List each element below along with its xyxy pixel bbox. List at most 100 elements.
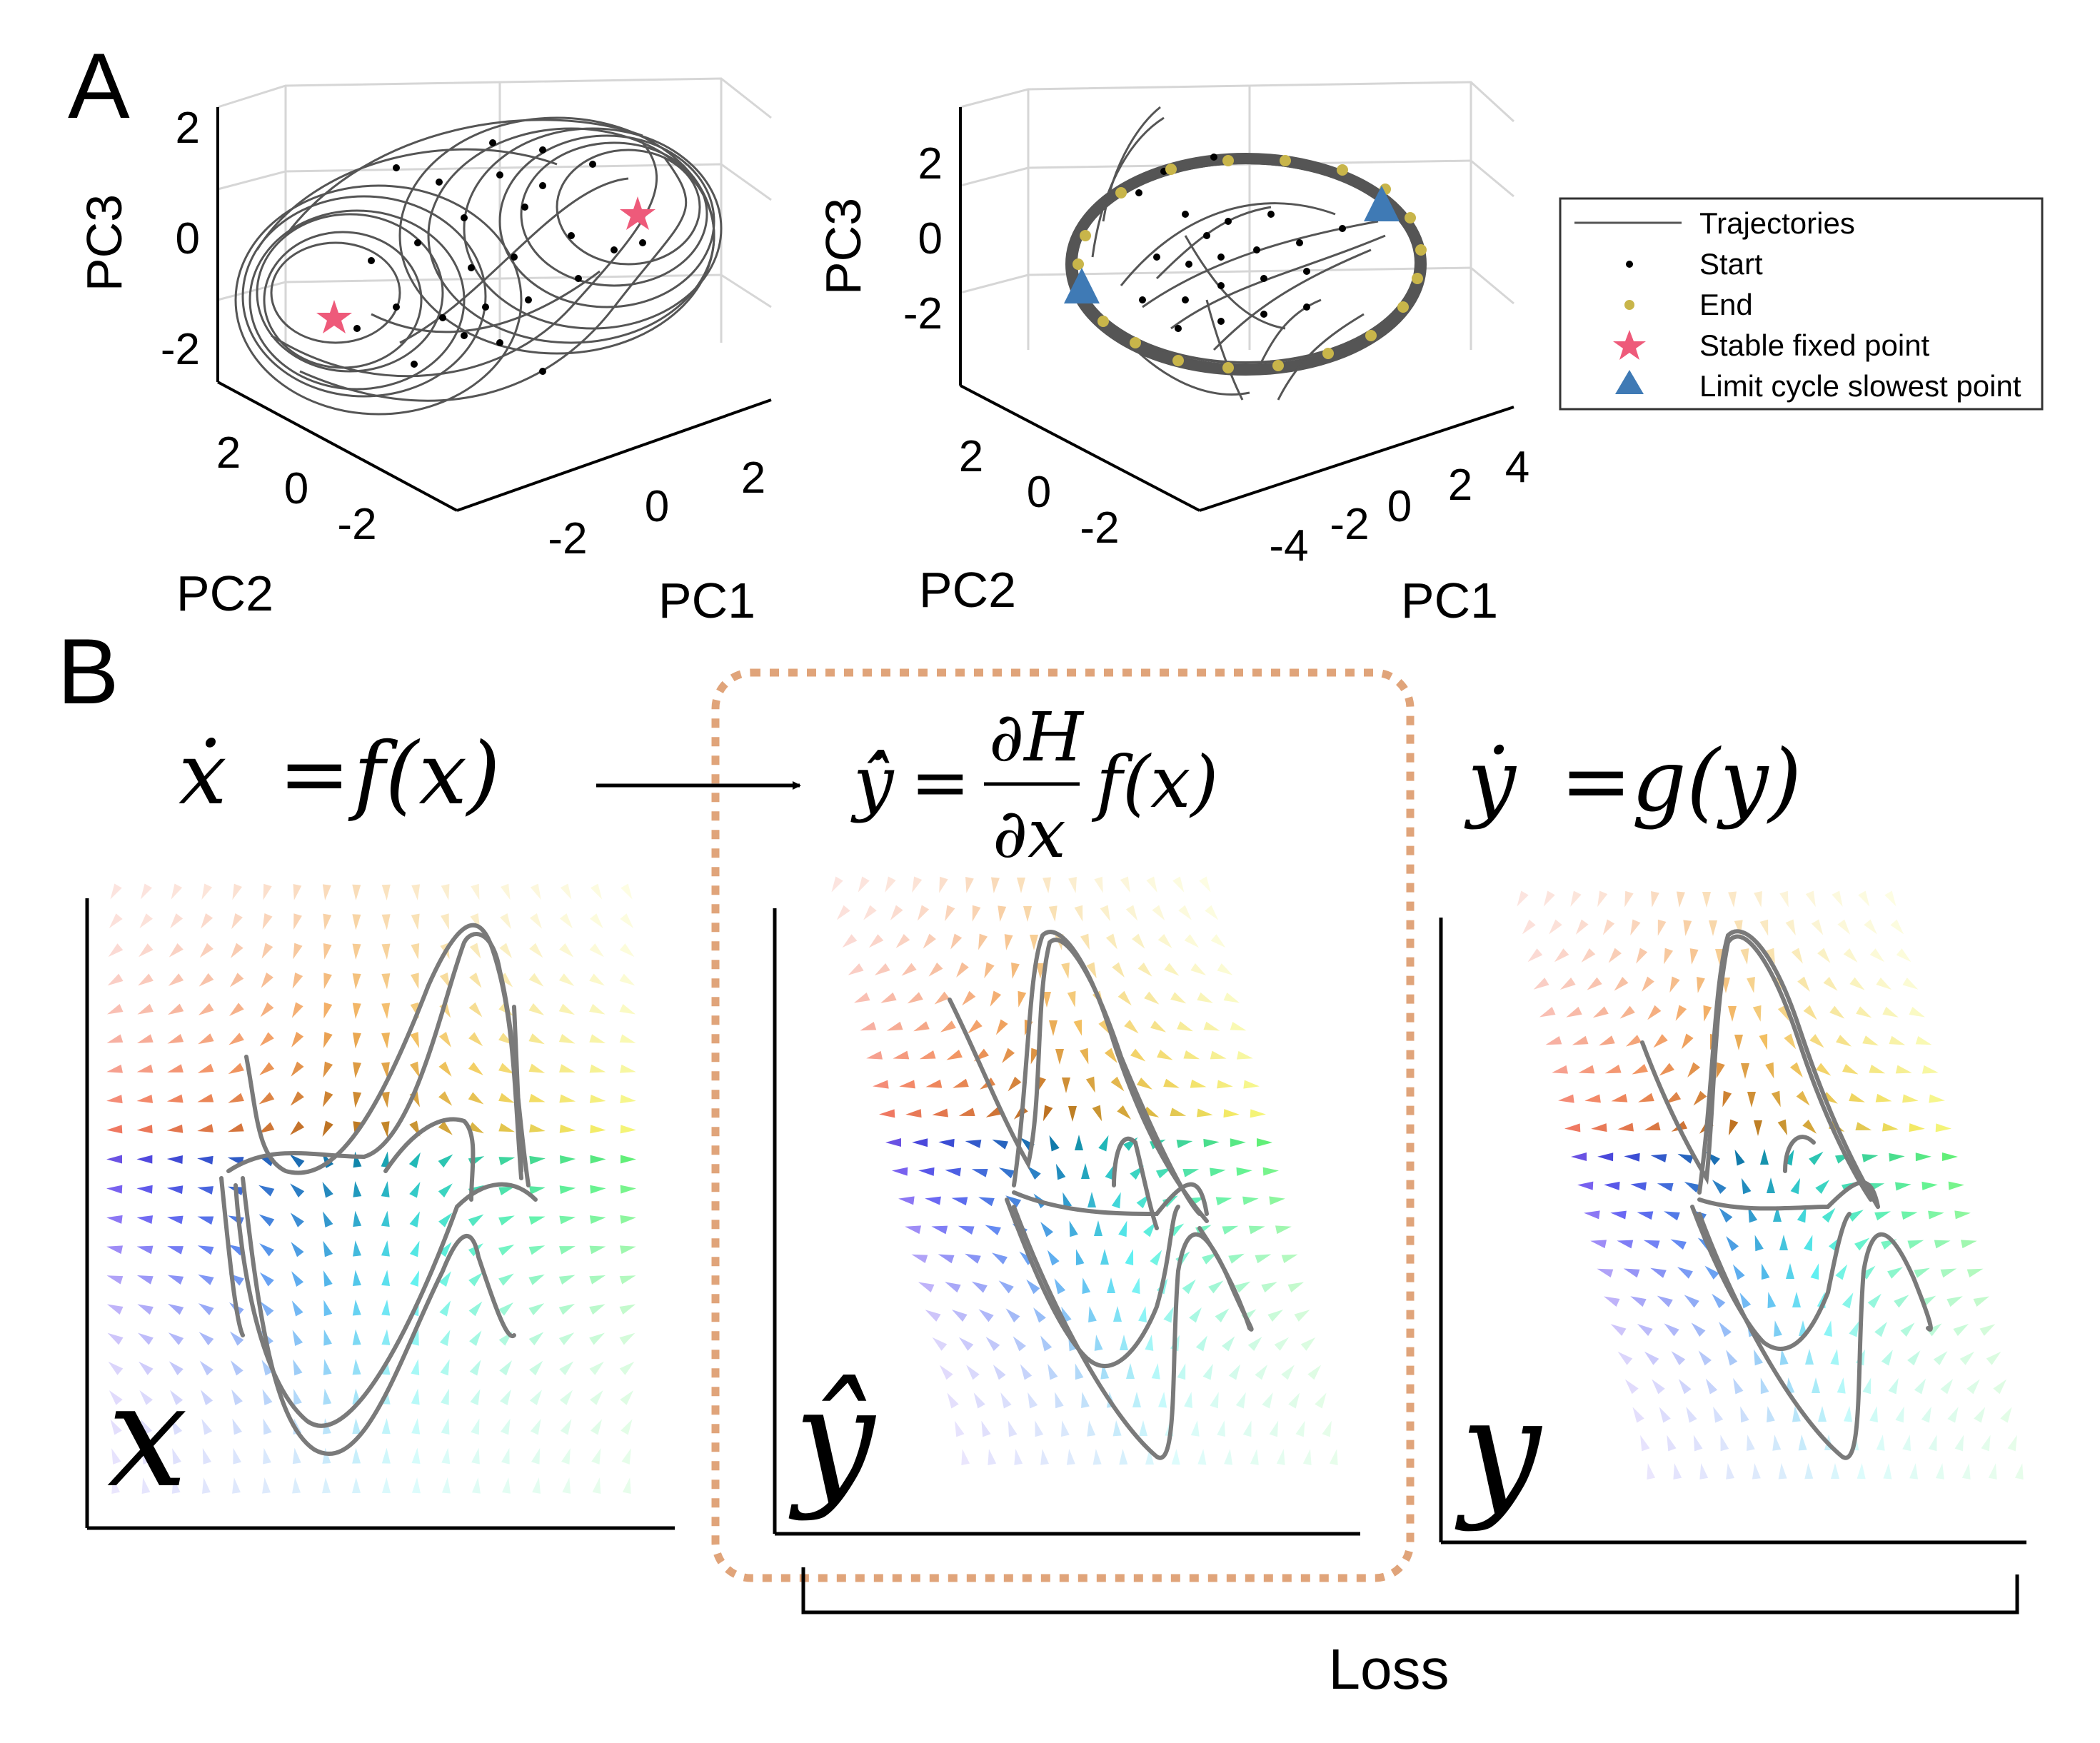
field-arrow xyxy=(1138,1306,1147,1322)
field-arrow xyxy=(498,1273,514,1286)
field-arrow xyxy=(1921,1406,1931,1423)
field-arrow xyxy=(1262,1167,1279,1176)
field-arrow xyxy=(1144,991,1160,1005)
field-arrow xyxy=(1087,1192,1096,1207)
field-arrow xyxy=(1287,1282,1305,1292)
field-arrow xyxy=(259,1272,274,1287)
field-arrow xyxy=(1597,1268,1614,1278)
field-arrow xyxy=(965,1140,982,1148)
field-arrow xyxy=(1215,1197,1232,1206)
field-arrow xyxy=(292,1477,301,1494)
field-arrow xyxy=(1587,977,1602,990)
field-arrow xyxy=(1062,1078,1070,1093)
field-arrow xyxy=(323,1270,333,1287)
field-arrow xyxy=(1747,1435,1755,1452)
field-arrow xyxy=(1559,977,1576,990)
vector-field-y: y xyxy=(1439,890,2026,1544)
legend: Trajectories Start End Stable fixed poin… xyxy=(1559,197,2044,411)
eq-y-rhs: g(y) xyxy=(1632,732,1802,831)
field-arrow xyxy=(1176,1140,1193,1148)
right-x-tick: 0 xyxy=(1387,482,1412,531)
field-arrow xyxy=(166,1155,183,1165)
field-arrow xyxy=(1322,1420,1332,1437)
field-arrow xyxy=(1210,934,1226,948)
field-y-arrows xyxy=(1517,890,2024,1480)
field-arrow xyxy=(1818,1406,1827,1422)
field-arrow xyxy=(831,876,843,893)
field-arrow xyxy=(293,943,303,960)
field-arrow xyxy=(228,1033,244,1045)
field-arrow xyxy=(1862,1377,1872,1395)
field-arrow xyxy=(381,1418,391,1435)
field-arrow xyxy=(1610,1210,1627,1220)
field-arrow xyxy=(258,1122,275,1134)
field-arrow xyxy=(893,1050,910,1060)
field-arrow xyxy=(136,1245,154,1255)
field-arrow xyxy=(1570,890,1582,907)
field-arrow xyxy=(1874,1211,1891,1221)
field-arrow xyxy=(1047,1250,1060,1266)
eq-yhat-rhs: f(x) xyxy=(1091,740,1218,824)
field-arrow xyxy=(885,1138,901,1147)
field-arrow xyxy=(1681,1033,1694,1050)
field-arrow xyxy=(1591,1123,1607,1132)
field-x-arrows xyxy=(106,883,636,1494)
field-arrow xyxy=(939,876,948,893)
field-arrow xyxy=(1590,1240,1607,1249)
field-arrow xyxy=(1809,1151,1824,1165)
field-arrow xyxy=(136,1034,154,1043)
right-y-tick: 2 xyxy=(959,432,983,481)
left-x-tick: 0 xyxy=(645,482,669,531)
field-arrow xyxy=(1862,1035,1879,1046)
field-arrow xyxy=(1686,1407,1697,1423)
field-arrow xyxy=(1670,1239,1687,1250)
field-arrow xyxy=(291,1061,304,1077)
field-arrow xyxy=(1068,1106,1077,1122)
field-arrow xyxy=(381,1151,390,1168)
field-arrow xyxy=(291,1271,304,1287)
field-arrow xyxy=(1276,1449,1285,1465)
field-arrow xyxy=(170,1390,184,1405)
field-arrow xyxy=(1243,1080,1260,1089)
field-arrow xyxy=(352,1032,361,1049)
field-arrow xyxy=(1599,1035,1615,1046)
field-arrow xyxy=(229,1331,244,1346)
field-arrow xyxy=(290,1212,304,1227)
field-arrow xyxy=(619,1034,636,1043)
field-arrow xyxy=(1171,1449,1180,1465)
field-arrow xyxy=(323,913,332,930)
field-arrow xyxy=(1709,920,1717,936)
field-arrow xyxy=(258,1214,275,1227)
field-arrow xyxy=(528,1216,546,1225)
field-arrow xyxy=(1740,948,1749,965)
field-arrow xyxy=(1113,1306,1122,1322)
field-arrow xyxy=(1792,1406,1801,1422)
field-arrow xyxy=(1081,1392,1090,1408)
field-arrow xyxy=(559,1094,576,1103)
eq-yhat-num: ∂H xyxy=(989,698,1085,777)
field-arrow xyxy=(381,884,391,900)
field-arrow xyxy=(1842,1063,1859,1075)
field-arrow xyxy=(1564,1123,1581,1132)
field-arrow xyxy=(200,1390,213,1405)
field-arrow xyxy=(499,943,513,958)
field-arrow xyxy=(1914,1267,1930,1278)
field-arrow xyxy=(323,1032,333,1048)
right-pc2-label: PC2 xyxy=(919,562,1016,618)
field-arrow xyxy=(1847,1210,1864,1222)
field-arrow xyxy=(106,1304,124,1315)
field-arrow xyxy=(1734,1035,1743,1050)
field-arrow xyxy=(1055,1392,1064,1409)
field-arrow xyxy=(1777,1119,1788,1136)
field-arrow xyxy=(322,1211,333,1227)
field-arrow xyxy=(590,1419,603,1435)
field-arrow xyxy=(590,1185,606,1194)
field-arrow xyxy=(1740,1406,1749,1423)
field-arrow xyxy=(1061,1420,1070,1437)
field-arrow xyxy=(1882,1006,1899,1018)
eq-y-lhs: ẏ xyxy=(1464,732,1517,831)
field-arrow xyxy=(352,884,361,900)
field-arrow xyxy=(1842,1292,1854,1309)
field-arrow xyxy=(322,884,331,900)
field-arrow xyxy=(589,1245,606,1255)
